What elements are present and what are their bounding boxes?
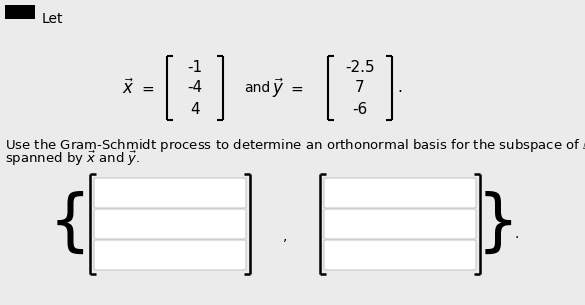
Text: ,: , (283, 229, 287, 243)
Text: .: . (514, 227, 518, 241)
FancyBboxPatch shape (5, 5, 35, 19)
Text: -2.5: -2.5 (345, 59, 375, 74)
Text: 7: 7 (355, 81, 365, 95)
FancyBboxPatch shape (94, 240, 246, 270)
Text: -4: -4 (187, 81, 202, 95)
FancyBboxPatch shape (94, 178, 246, 208)
Text: .: . (397, 81, 402, 95)
Text: $=$: $=$ (139, 81, 155, 95)
Text: $=$: $=$ (288, 81, 304, 95)
FancyBboxPatch shape (324, 209, 476, 239)
Text: $\vec{y}$: $\vec{y}$ (272, 76, 284, 100)
Text: Use the Gram-Schmidt process to determine an orthonormal basis for the subspace : Use the Gram-Schmidt process to determin… (5, 136, 585, 156)
FancyBboxPatch shape (94, 209, 246, 239)
Text: -6: -6 (352, 102, 367, 117)
Text: $\vec{x}$: $\vec{x}$ (122, 78, 134, 98)
Text: spanned by $\vec{x}$ and $\vec{y}$.: spanned by $\vec{x}$ and $\vec{y}$. (5, 150, 140, 168)
Text: }: } (477, 191, 519, 257)
Text: and: and (244, 81, 270, 95)
Text: 4: 4 (190, 102, 200, 117)
FancyBboxPatch shape (324, 240, 476, 270)
Text: -1: -1 (187, 59, 202, 74)
Text: Let: Let (42, 12, 64, 26)
FancyBboxPatch shape (324, 178, 476, 208)
Text: {: { (49, 191, 91, 257)
